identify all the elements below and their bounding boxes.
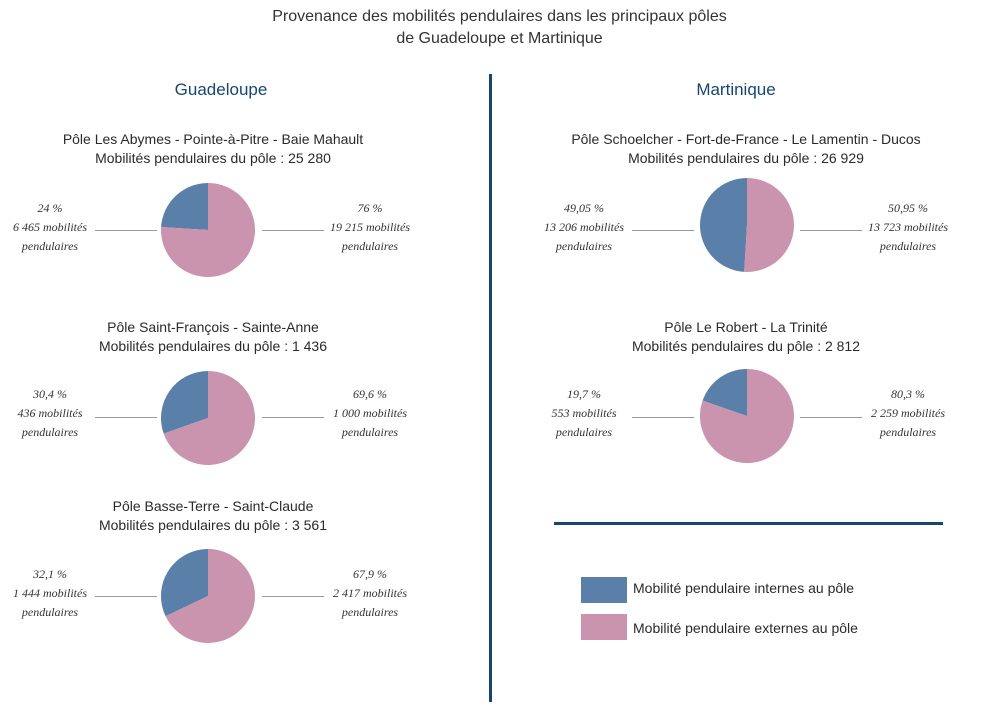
label-count: 13 206 mobilités bbox=[544, 220, 624, 234]
region-title-martinique: Martinique bbox=[696, 80, 776, 99]
pie-label-external: 76 % 19 215 mobilités pendulaires bbox=[305, 199, 435, 256]
label-unit: pendulaires bbox=[341, 239, 399, 253]
pie-label-internal: 19,7 % 553 mobilités pendulaires bbox=[519, 385, 649, 442]
label-unit: pendulaires bbox=[555, 239, 613, 253]
label-unit: pendulaires bbox=[879, 239, 937, 253]
pie-chart bbox=[161, 183, 255, 277]
pole-name: Pôle Schoelcher - Fort-de-France - Le La… bbox=[571, 131, 921, 147]
pie-label-internal: 30,4 % 436 mobilités pendulaires bbox=[0, 385, 115, 442]
label-unit: pendulaires bbox=[341, 605, 399, 619]
leader-line-external bbox=[262, 230, 324, 231]
pole-title: Pôle Schoelcher - Fort-de-France - Le La… bbox=[536, 130, 956, 168]
label-pct: 67,9 % bbox=[353, 567, 387, 581]
label-count: 6 465 mobilités bbox=[13, 220, 87, 234]
pole-total: Mobilités pendulaires du pôle : 3 561 bbox=[98, 517, 328, 533]
pie-label-external: 80,3 % 2 259 mobilités pendulaires bbox=[843, 385, 973, 442]
chart-title: Provenance des mobilités pendulaires dan… bbox=[0, 6, 999, 50]
leader-line-internal bbox=[632, 417, 694, 418]
pole-name: Pôle Basse-Terre - Saint-Claude bbox=[112, 498, 314, 514]
label-count: 13 723 mobilités bbox=[868, 220, 948, 234]
legend-label-internal: Mobilité pendulaire internes au pôle bbox=[633, 580, 855, 596]
pie-slice-external bbox=[163, 371, 255, 465]
region-title-guadeloupe: Guadeloupe bbox=[174, 80, 268, 99]
pole-title: Pôle Les Abymes - Pointe-à-Pitre - Baie … bbox=[3, 130, 423, 168]
pie-label-external: 69,6 % 1 000 mobilités pendulaires bbox=[305, 385, 435, 442]
pole-total: Mobilités pendulaires du pôle : 1 436 bbox=[98, 338, 328, 354]
leader-line-internal bbox=[632, 230, 694, 231]
pole-total: Mobilités pendulaires du pôle : 25 280 bbox=[95, 150, 331, 166]
legend-swatch-internal bbox=[581, 577, 627, 603]
label-pct: 80,3 % bbox=[891, 387, 925, 401]
label-count: 1 444 mobilités bbox=[13, 586, 87, 600]
legend-swatch-external bbox=[581, 614, 627, 640]
label-count: 1 000 mobilités bbox=[333, 406, 407, 420]
leader-line-internal bbox=[95, 596, 157, 597]
chart-title-line-1: Provenance des mobilités pendulaires dan… bbox=[272, 8, 727, 25]
leader-line-internal bbox=[95, 417, 157, 418]
pie-label-external: 67,9 % 2 417 mobilités pendulaires bbox=[305, 565, 435, 622]
region-divider bbox=[489, 74, 492, 702]
label-count: 436 mobilités bbox=[17, 406, 83, 420]
label-pct: 76 % bbox=[357, 201, 383, 215]
pie-slice-internal bbox=[702, 369, 747, 416]
label-pct: 32,1 % bbox=[33, 567, 67, 581]
pie-slice-internal bbox=[161, 371, 208, 434]
leader-line-external bbox=[800, 417, 862, 418]
pole-name: Pôle Saint-François - Sainte-Anne bbox=[107, 319, 319, 335]
pie-slice-internal bbox=[699, 178, 747, 272]
pie-chart bbox=[161, 549, 256, 643]
pie-chart bbox=[161, 371, 255, 465]
pole-name: Pôle Les Abymes - Pointe-à-Pitre - Baie … bbox=[62, 131, 364, 147]
pole-title: Pôle Saint-François - Sainte-Anne Mobili… bbox=[3, 318, 423, 356]
chart-title-line-2: de Guadeloupe et Martinique bbox=[396, 30, 603, 47]
pole-total: Mobilités pendulaires du pôle : 2 812 bbox=[631, 338, 861, 354]
label-unit: pendulaires bbox=[21, 425, 79, 439]
label-pct: 24 % bbox=[37, 201, 63, 215]
pie-slice-external bbox=[700, 369, 794, 463]
pie-label-internal: 24 % 6 465 mobilités pendulaires bbox=[0, 199, 115, 256]
legend-divider bbox=[554, 522, 943, 525]
leader-line-internal bbox=[95, 230, 157, 231]
pie-label-external: 50,95 % 13 723 mobilités pendulaires bbox=[843, 199, 973, 256]
label-count: 2 417 mobilités bbox=[333, 586, 407, 600]
label-pct: 69,6 % bbox=[353, 387, 387, 401]
label-unit: pendulaires bbox=[555, 425, 613, 439]
label-pct: 49,05 % bbox=[564, 201, 604, 215]
label-count: 553 mobilités bbox=[551, 406, 617, 420]
label-pct: 50,95 % bbox=[888, 201, 928, 215]
label-count: 19 215 mobilités bbox=[330, 220, 410, 234]
pie-chart bbox=[699, 178, 794, 272]
pie-slice-external bbox=[161, 183, 255, 277]
pie-label-internal: 49,05 % 13 206 mobilités pendulaires bbox=[519, 199, 649, 256]
pie-slice-internal bbox=[161, 183, 208, 230]
pie-slice-external bbox=[165, 549, 256, 643]
label-unit: pendulaires bbox=[21, 605, 79, 619]
label-unit: pendulaires bbox=[341, 425, 399, 439]
pie-slice-internal bbox=[161, 549, 208, 617]
leader-line-external bbox=[800, 230, 862, 231]
label-unit: pendulaires bbox=[879, 425, 937, 439]
leader-line-external bbox=[262, 417, 324, 418]
label-unit: pendulaires bbox=[21, 239, 79, 253]
pie-slice-external bbox=[744, 178, 794, 272]
pole-title: Pôle Le Robert - La Trinité Mobilités pe… bbox=[536, 318, 956, 356]
pole-name: Pôle Le Robert - La Trinité bbox=[664, 319, 828, 335]
pole-title: Pôle Basse-Terre - Saint-Claude Mobilité… bbox=[3, 497, 423, 535]
label-pct: 19,7 % bbox=[567, 387, 601, 401]
legend-label-external: Mobilité pendulaire externes au pôle bbox=[633, 620, 858, 636]
label-count: 2 259 mobilités bbox=[871, 406, 945, 420]
leader-line-external bbox=[262, 596, 324, 597]
pole-total: Mobilités pendulaires du pôle : 26 929 bbox=[628, 150, 864, 166]
pie-label-internal: 32,1 % 1 444 mobilités pendulaires bbox=[0, 565, 115, 622]
label-pct: 30,4 % bbox=[33, 387, 67, 401]
pie-chart bbox=[700, 369, 794, 463]
